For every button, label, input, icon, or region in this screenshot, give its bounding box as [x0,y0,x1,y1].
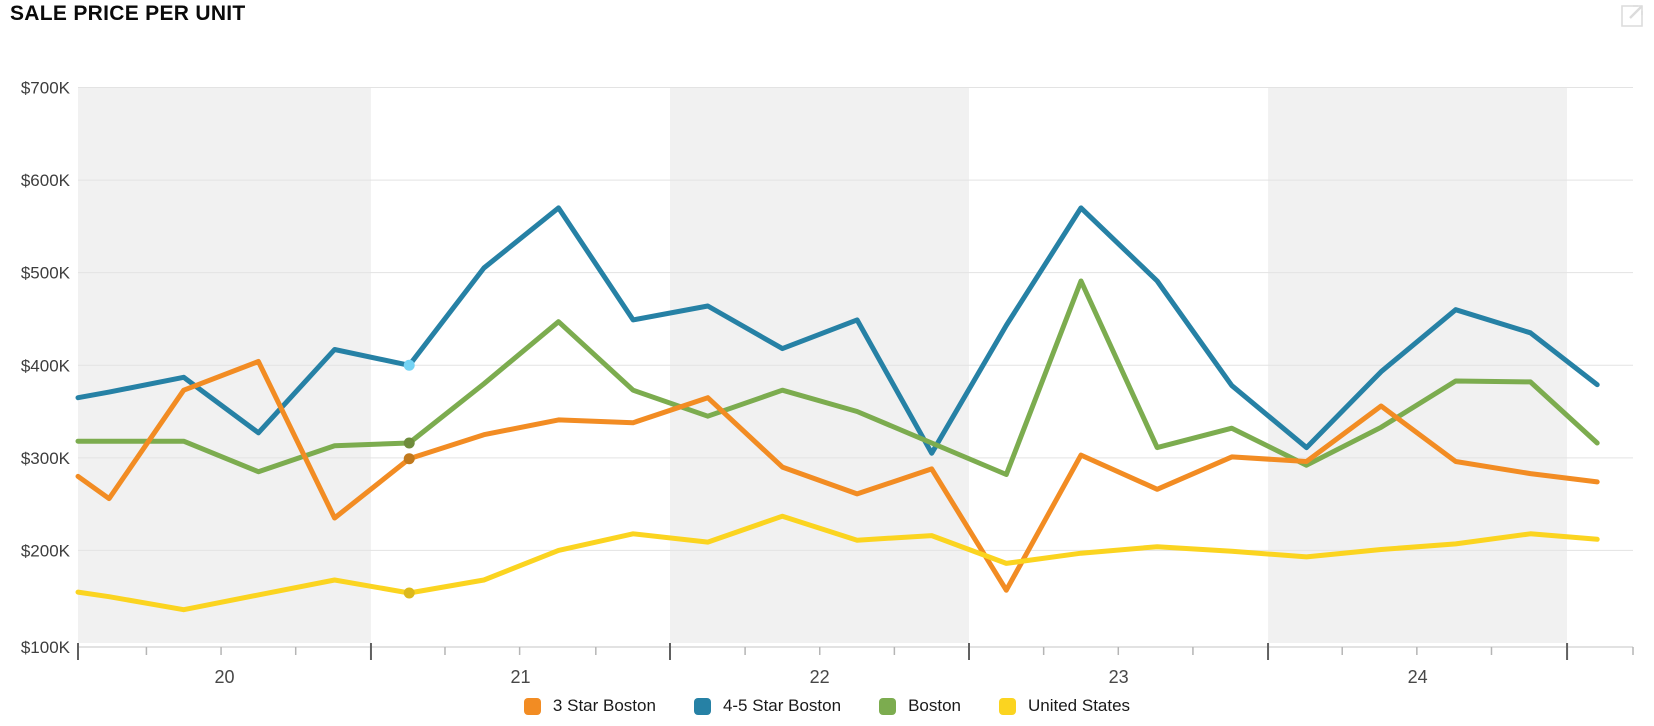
legend-swatch-4-5-star-boston [693,697,711,715]
y-axis-tick-label: $100K [21,638,71,657]
legend-swatch-3-star-boston [523,697,541,715]
legend-item-3-star-boston[interactable]: 3 Star Boston [523,696,656,716]
sale-price-line-chart: $700K $600K $500K $400K $300K $200K $100K 20 21 2… [21,79,1634,687]
legend-item-4-5-star-boston[interactable]: 4-5 Star Boston [693,696,842,716]
x-axis-year-label: 20 [214,667,234,687]
y-axis-tick-label: $700K [21,79,71,98]
legend-swatch-united-states [999,697,1016,715]
legend-label: Boston [908,696,961,715]
y-axis-tick-label: $600K [21,171,71,190]
series-line-united-states [75,513,1600,613]
x-axis-year-label: 24 [1408,667,1428,687]
legend-item-boston[interactable]: Boston [879,696,961,716]
y-axis-tick-label: $400K [21,356,71,375]
chart-title: SALE PRICE PER UNIT [10,2,246,25]
series-line-3-star-boston [75,359,1600,593]
series-line-4-5-star-boston [75,205,1600,456]
chart-legend: 3 Star Boston 4-5 Star Boston Boston Uni… [0,696,1654,716]
highlight-marker-boston [403,437,415,449]
y-axis-tick-label: $300K [21,449,71,468]
highlight-marker-united-states [403,587,415,599]
x-axis-year-label: 23 [1109,667,1129,687]
x-axis-year-label: 22 [810,667,830,687]
highlight-marker-3-star-boston [403,453,415,465]
y-axis-tick-label: $500K [21,264,71,283]
y-axis-tick-label: $200K [21,541,71,560]
highlight-marker-4-5-star-boston [403,359,415,371]
legend-label: United States [1028,696,1131,715]
legend-label: 3 Star Boston [552,696,656,715]
legend-label: 4-5 Star Boston [722,696,842,715]
legend-swatch-boston [879,697,897,715]
legend-item-united-states[interactable]: United States [999,696,1130,716]
series-line-boston [75,278,1600,477]
open-in-new-window-icon[interactable] [1618,2,1646,30]
x-axis-year-label: 21 [511,667,531,687]
